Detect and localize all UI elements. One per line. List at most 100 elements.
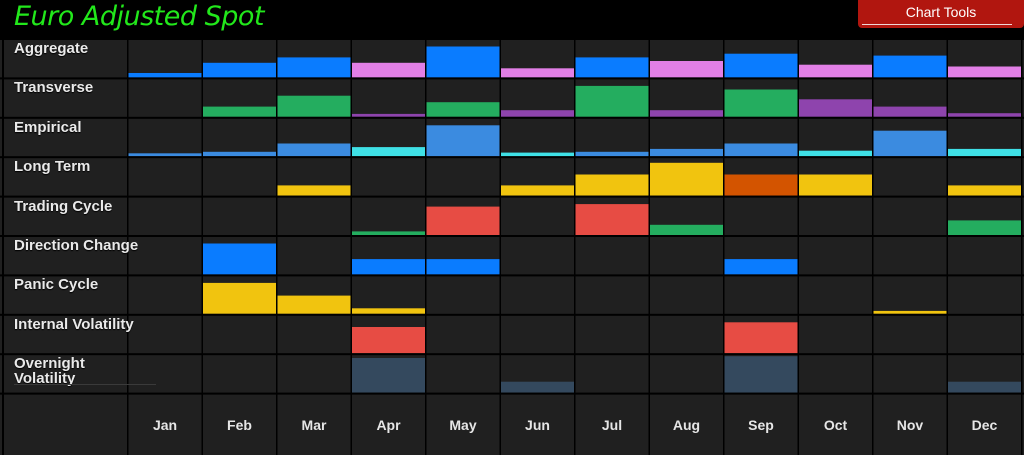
heatmap-grid: Aggregate Transverse Empirical Long Term Tra…	[0, 39, 1024, 455]
cell-empirical-jan[interactable]	[128, 153, 202, 157]
cell-transverse-sep[interactable]	[724, 89, 798, 117]
month-label-jan: Jan	[152, 417, 178, 433]
cell-long-term-jun[interactable]	[501, 185, 574, 196]
grid-col-line	[946, 39, 948, 455]
cell-aggregate-jun[interactable]	[501, 68, 574, 78]
cell-trading-cycle-dec[interactable]	[948, 220, 1021, 235]
grid-row-line	[0, 313, 1024, 316]
cell-panic-cycle-mar[interactable]	[277, 295, 351, 314]
cell-aggregate-sep[interactable]	[724, 53, 798, 78]
cell-long-term-aug[interactable]	[650, 162, 723, 196]
cell-overnight-volatility-sep[interactable]	[724, 356, 798, 393]
cell-empirical-may[interactable]	[426, 125, 500, 157]
grid-col-line	[872, 39, 874, 455]
cell-aggregate-mar[interactable]	[277, 57, 351, 78]
label-divider	[14, 384, 156, 385]
cell-panic-cycle-nov[interactable]	[873, 310, 947, 314]
cell-transverse-jun[interactable]	[501, 110, 574, 117]
cell-aggregate-nov[interactable]	[873, 55, 947, 78]
grid-col-line	[425, 39, 427, 455]
grid-row-line	[0, 116, 1024, 119]
month-label-nov: Nov	[896, 417, 924, 433]
cell-long-term-dec[interactable]	[948, 185, 1021, 196]
cell-empirical-jul[interactable]	[575, 151, 649, 157]
cell-empirical-mar[interactable]	[277, 143, 351, 157]
grid-row-line	[0, 77, 1024, 80]
cell-direction-change-sep[interactable]	[724, 259, 798, 275]
row-label-overnight-volatility: Overnight Volatility	[14, 355, 85, 388]
cell-aggregate-jul[interactable]	[575, 57, 649, 78]
row-label-empirical: Empirical	[14, 118, 82, 136]
chart-tools-button[interactable]: Chart Tools	[858, 0, 1024, 28]
grid-row-line	[0, 39, 1024, 40]
cell-empirical-dec[interactable]	[948, 148, 1021, 157]
month-label-may: May	[449, 417, 477, 433]
month-label-jun: Jun	[525, 417, 550, 433]
cell-aggregate-jan[interactable]	[128, 73, 202, 78]
grid-col-line	[276, 39, 278, 455]
chart-tools-label: Chart Tools	[905, 4, 977, 20]
cell-long-term-oct[interactable]	[799, 174, 872, 196]
cell-aggregate-oct[interactable]	[799, 64, 872, 78]
cell-empirical-oct[interactable]	[799, 150, 872, 157]
cell-transverse-mar[interactable]	[277, 95, 351, 117]
cell-empirical-nov[interactable]	[873, 130, 947, 157]
cell-trading-cycle-apr[interactable]	[352, 231, 425, 235]
cell-aggregate-apr[interactable]	[352, 62, 425, 78]
cell-empirical-apr[interactable]	[352, 147, 425, 157]
month-label-feb: Feb	[227, 417, 252, 433]
cell-transverse-may[interactable]	[426, 102, 500, 117]
month-label-mar: Mar	[301, 417, 327, 433]
grid-row-line	[0, 274, 1024, 277]
cell-long-term-mar[interactable]	[277, 185, 351, 196]
row-label-direction-change: Direction Change	[14, 237, 139, 254]
grid-col-line	[127, 39, 129, 455]
cell-trading-cycle-may[interactable]	[426, 206, 500, 235]
row-label-internal-volatility: Internal Volatility	[14, 315, 134, 333]
cell-panic-cycle-feb[interactable]	[203, 282, 276, 314]
grid-col-line	[797, 39, 799, 455]
cell-transverse-jul[interactable]	[575, 85, 649, 117]
cell-transverse-nov[interactable]	[873, 106, 947, 117]
grid-row-line	[0, 353, 1024, 356]
cell-aggregate-aug[interactable]	[650, 61, 723, 78]
cell-empirical-aug[interactable]	[650, 148, 723, 157]
grid-col-line	[723, 39, 725, 455]
cell-aggregate-dec[interactable]	[948, 66, 1021, 78]
cell-aggregate-may[interactable]	[426, 46, 500, 78]
row-label-panic-cycle: Panic Cycle	[14, 276, 99, 294]
cell-transverse-oct[interactable]	[799, 99, 872, 117]
cell-internal-volatility-apr[interactable]	[352, 327, 425, 354]
heatmap-cells	[0, 39, 1024, 455]
cell-trading-cycle-aug[interactable]	[650, 224, 723, 235]
cell-aggregate-feb[interactable]	[203, 62, 276, 78]
cell-overnight-volatility-dec[interactable]	[948, 381, 1021, 393]
grid-col-line	[574, 39, 576, 455]
cell-empirical-sep[interactable]	[724, 143, 798, 157]
month-label-aug: Aug	[672, 417, 701, 433]
cell-transverse-dec[interactable]	[948, 113, 1021, 117]
cell-panic-cycle-apr[interactable]	[352, 308, 425, 314]
cell-empirical-feb[interactable]	[203, 151, 276, 157]
cell-direction-change-feb[interactable]	[203, 243, 276, 275]
cell-long-term-jul[interactable]	[575, 174, 649, 196]
cell-overnight-volatility-jun[interactable]	[501, 381, 574, 393]
cell-direction-change-apr[interactable]	[352, 259, 425, 275]
month-label-oct: Oct	[823, 417, 848, 433]
cell-direction-change-may[interactable]	[426, 259, 500, 275]
cell-empirical-jun[interactable]	[501, 152, 574, 157]
cell-transverse-feb[interactable]	[203, 106, 276, 117]
month-label-apr: Apr	[376, 417, 401, 433]
grid-col-line	[499, 39, 501, 455]
row-label-long-term: Long Term	[14, 158, 91, 176]
cell-transverse-apr[interactable]	[352, 113, 425, 117]
page-title: Euro Adjusted Spot	[14, 1, 264, 32]
grid-col-line	[201, 39, 203, 455]
cell-long-term-sep[interactable]	[724, 174, 798, 196]
cell-internal-volatility-sep[interactable]	[724, 322, 798, 354]
cell-transverse-aug[interactable]	[650, 110, 723, 117]
cell-overnight-volatility-apr[interactable]	[352, 358, 425, 393]
month-label-sep: Sep	[748, 417, 774, 433]
cell-trading-cycle-jul[interactable]	[575, 204, 649, 235]
